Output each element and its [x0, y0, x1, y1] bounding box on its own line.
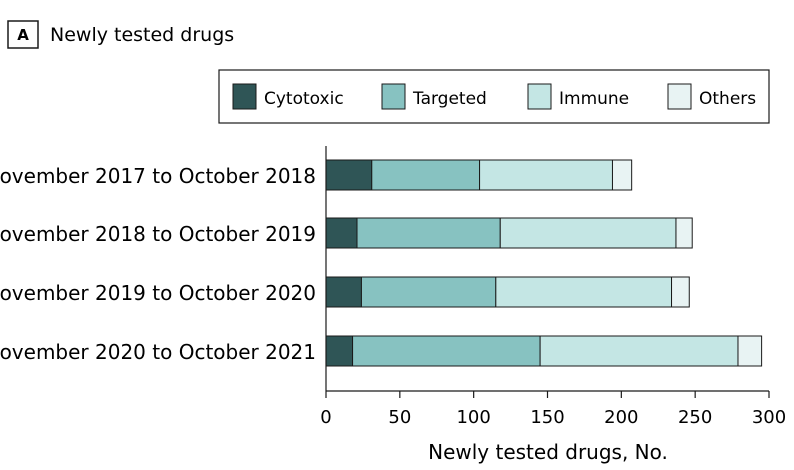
panel-badge: A: [17, 26, 29, 44]
bar-segment-others: [737, 335, 763, 367]
legend-label-immune: Immune: [559, 89, 629, 109]
bar-segment-immune: [539, 335, 739, 367]
x-tick-label: 0: [320, 407, 331, 428]
legend-swatch-cytotoxic: [232, 83, 257, 110]
bar-segment-cytotoxic: [325, 276, 362, 308]
bars: [325, 159, 763, 367]
x-tick-label: 300: [752, 407, 786, 428]
bar-segment-targeted: [356, 217, 501, 249]
bar-segment-immune: [499, 217, 677, 249]
x-tick-label: 50: [388, 407, 411, 428]
panel-badge-box: [7, 20, 39, 49]
chart-title: Newly tested drugs: [50, 24, 234, 46]
category-label: November 2020 to October 2021: [0, 340, 316, 364]
bar-segment-targeted: [371, 159, 481, 191]
bar-segment-cytotoxic: [325, 335, 354, 367]
x-tick-label: 200: [604, 407, 638, 428]
bar-segment-others: [611, 159, 633, 191]
category-label: November 2018 to October 2019: [0, 222, 316, 246]
legend-label-cytotoxic: Cytotoxic: [264, 89, 344, 109]
bar-segment-others: [671, 276, 690, 308]
legend: Cytotoxic Targeted Immune Others: [232, 83, 756, 110]
legend-label-targeted: Targeted: [412, 89, 487, 109]
legend-swatch-targeted: [381, 83, 406, 110]
x-tick-label: 150: [530, 407, 564, 428]
x-axis-title: Newly tested drugs, No.: [428, 440, 668, 464]
bar-segment-immune: [495, 276, 673, 308]
bar-segment-targeted: [352, 335, 541, 367]
bar-segment-cytotoxic: [325, 159, 373, 191]
legend-swatch-immune: [527, 83, 552, 110]
bar-segment-immune: [479, 159, 613, 191]
legend-label-others: Others: [699, 89, 756, 109]
x-tick-label: 250: [678, 407, 712, 428]
legend-swatch-others: [667, 83, 692, 110]
bar-segment-others: [675, 217, 693, 249]
bar-segment-cytotoxic: [325, 217, 358, 249]
category-label: November 2019 to October 2020: [0, 281, 316, 305]
x-axis-ticks: 0 50 100 150 200 250 300: [320, 391, 786, 428]
bar-segment-targeted: [360, 276, 497, 308]
x-tick-label: 100: [456, 407, 490, 428]
category-labels: November 2017 to October 2018 November 20…: [0, 164, 316, 364]
category-label: November 2017 to October 2018: [0, 164, 316, 188]
